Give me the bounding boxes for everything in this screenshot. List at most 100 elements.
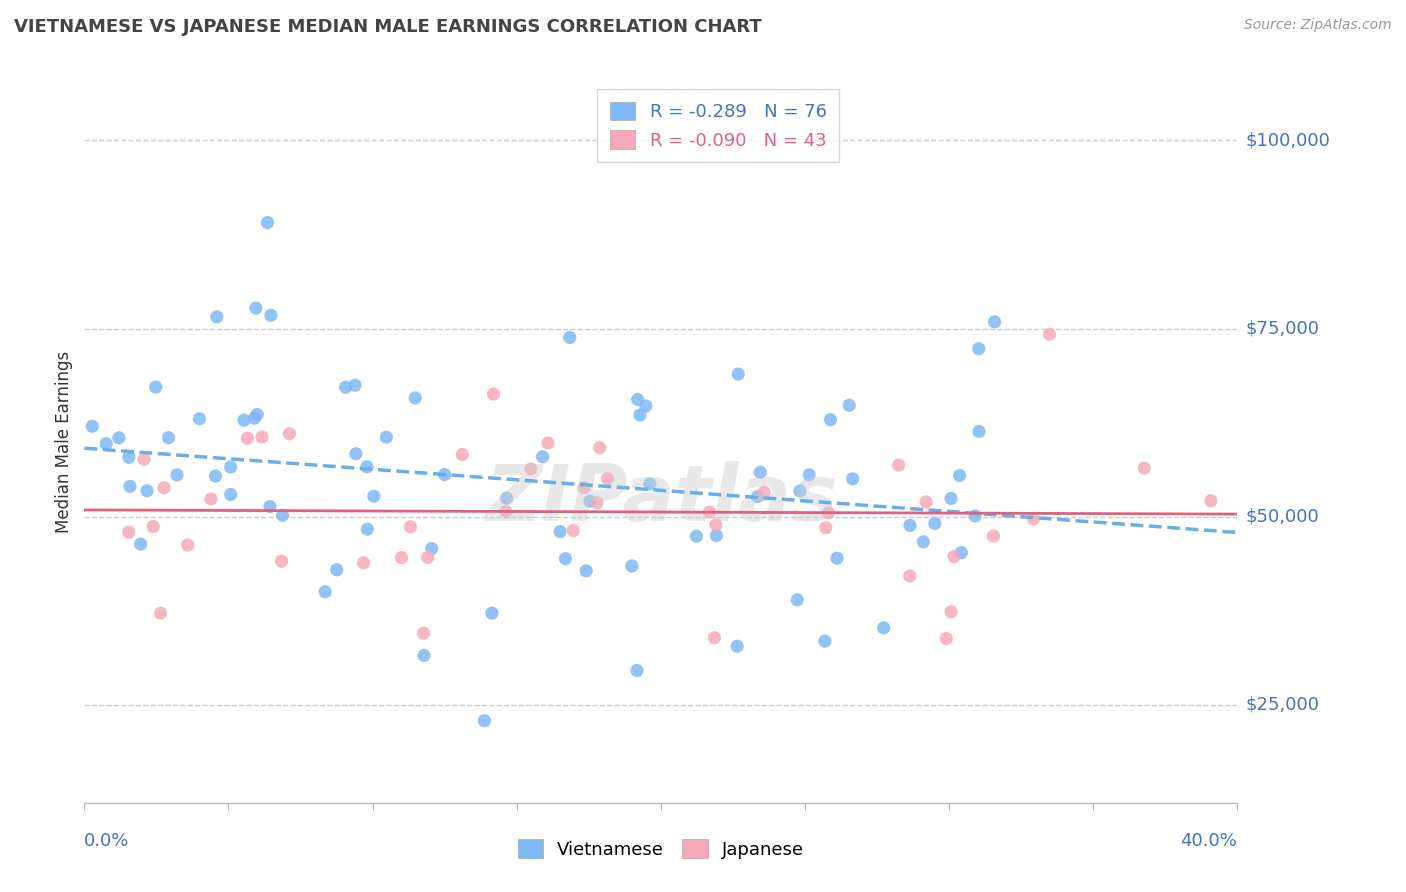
Point — [747, 490, 769, 504]
Point — [703, 631, 725, 645]
Point — [627, 392, 650, 407]
Point — [433, 467, 456, 482]
Point — [965, 508, 987, 523]
Point — [586, 496, 609, 510]
Point — [474, 714, 496, 728]
Point — [935, 632, 957, 646]
Point — [983, 529, 1005, 543]
Point — [82, 419, 104, 434]
Point — [344, 447, 367, 461]
Point — [391, 550, 413, 565]
Point — [399, 520, 422, 534]
Point — [219, 487, 242, 501]
Point — [898, 518, 921, 533]
Point — [579, 494, 602, 508]
Point — [356, 459, 378, 474]
Point — [245, 301, 267, 315]
Point — [236, 431, 259, 445]
Point — [118, 525, 141, 540]
Point — [967, 342, 990, 356]
Point — [1199, 493, 1222, 508]
Point — [96, 436, 118, 450]
Point — [343, 378, 366, 392]
Point — [967, 425, 990, 439]
Point — [219, 460, 242, 475]
Point — [634, 399, 657, 413]
Point — [596, 472, 619, 486]
Point — [1022, 512, 1045, 526]
Point — [825, 551, 848, 566]
Point — [872, 621, 894, 635]
Point — [841, 472, 863, 486]
Point — [325, 563, 347, 577]
Text: $75,000: $75,000 — [1246, 319, 1320, 338]
Point — [749, 465, 772, 479]
Text: Source: ZipAtlas.com: Source: ZipAtlas.com — [1244, 18, 1392, 32]
Point — [153, 481, 176, 495]
Point — [949, 468, 972, 483]
Point — [142, 519, 165, 533]
Point — [149, 606, 172, 620]
Point — [924, 516, 946, 531]
Point — [200, 491, 222, 506]
Point — [531, 450, 554, 464]
Point — [554, 551, 576, 566]
Point — [481, 606, 503, 620]
Point — [520, 462, 543, 476]
Point — [412, 626, 434, 640]
Point — [132, 452, 155, 467]
Point — [537, 436, 560, 450]
Point — [983, 315, 1005, 329]
Point — [628, 408, 651, 422]
Point — [915, 495, 938, 509]
Point — [898, 569, 921, 583]
Point — [278, 426, 301, 441]
Point — [939, 491, 962, 506]
Point — [118, 450, 141, 465]
Point — [271, 508, 294, 523]
Point — [260, 308, 283, 322]
Point — [939, 605, 962, 619]
Point — [638, 477, 661, 491]
Point — [620, 559, 643, 574]
Point — [375, 430, 398, 444]
Point — [188, 411, 211, 425]
Point — [416, 550, 439, 565]
Point — [204, 469, 226, 483]
Point — [243, 411, 266, 425]
Point — [1038, 327, 1060, 342]
Legend: Vietnamese, Japanese: Vietnamese, Japanese — [510, 832, 811, 866]
Point — [799, 467, 821, 482]
Point — [482, 387, 505, 401]
Point — [1133, 461, 1156, 475]
Point — [752, 485, 775, 500]
Point — [166, 467, 188, 482]
Point — [495, 504, 517, 518]
Point — [250, 430, 273, 444]
Point — [588, 441, 610, 455]
Point — [176, 538, 198, 552]
Point — [495, 491, 517, 505]
Point — [838, 398, 860, 412]
Point — [706, 528, 728, 542]
Point — [420, 541, 443, 556]
Point — [950, 546, 973, 560]
Point — [108, 431, 131, 445]
Point — [205, 310, 228, 324]
Y-axis label: Median Male Earnings: Median Male Earnings — [55, 351, 73, 533]
Point — [548, 524, 571, 539]
Text: $50,000: $50,000 — [1246, 508, 1319, 525]
Point — [725, 639, 748, 653]
Point — [814, 634, 837, 648]
Point — [129, 537, 152, 551]
Text: ZIPatlas: ZIPatlas — [485, 461, 837, 537]
Point — [943, 549, 966, 564]
Point — [572, 481, 595, 495]
Point — [685, 529, 707, 543]
Point — [727, 367, 749, 381]
Point — [314, 584, 336, 599]
Point — [558, 330, 581, 344]
Point — [912, 534, 935, 549]
Point — [789, 483, 811, 498]
Point — [136, 483, 159, 498]
